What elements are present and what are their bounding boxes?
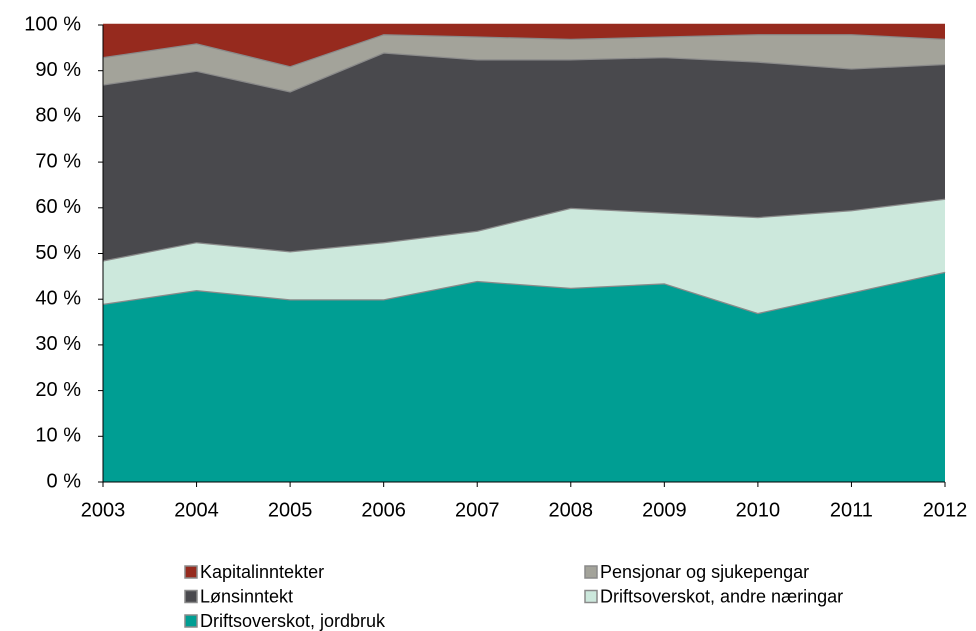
area	[103, 198, 945, 313]
area	[103, 52, 945, 261]
y-tick-label: 0 %	[47, 470, 82, 492]
legend-swatch	[584, 565, 598, 579]
legend-label: Pensjonar og sjukepengar	[600, 562, 809, 582]
y-tick-label: 70 %	[35, 150, 81, 172]
x-tick-label: 2012	[923, 499, 968, 521]
legend-swatch	[184, 589, 198, 604]
x-tick-label: 2004	[174, 499, 219, 521]
y-tick-label: 30 %	[35, 333, 81, 355]
y-tick-label: 50 %	[35, 242, 81, 264]
legend-label: Kapitalinntekter	[200, 562, 324, 582]
legend-swatch	[184, 614, 198, 628]
legend-swatch	[584, 589, 598, 604]
x-tick-label: 2003	[81, 499, 126, 521]
y-tick-label: 10 %	[35, 425, 81, 447]
legend-swatch	[184, 565, 198, 579]
y-tick-label: 90 %	[35, 59, 81, 81]
x-tick-label: 2010	[736, 499, 781, 521]
y-tick-label: 80 %	[35, 105, 81, 127]
x-tick-label: 2007	[455, 499, 500, 521]
legend-label: Lønsinntekt	[200, 586, 293, 606]
legend-label: Driftsoverskot, jordbruk	[200, 611, 386, 631]
area	[103, 34, 945, 92]
x-tick-label: 2009	[642, 499, 687, 521]
legend-label: Driftsoverskot, andre næringar	[600, 586, 843, 606]
x-tick-label: 2008	[549, 499, 594, 521]
y-tick-label: 20 %	[35, 379, 81, 401]
area	[103, 271, 945, 482]
x-tick-label: 2005	[268, 499, 313, 521]
y-tick-label: 60 %	[35, 196, 81, 218]
area	[103, 25, 945, 67]
y-tick-label: 100 %	[24, 13, 81, 35]
x-tick-label: 2006	[361, 499, 406, 521]
y-tick-label: 40 %	[35, 287, 81, 309]
x-tick-label: 2011	[830, 499, 873, 521]
